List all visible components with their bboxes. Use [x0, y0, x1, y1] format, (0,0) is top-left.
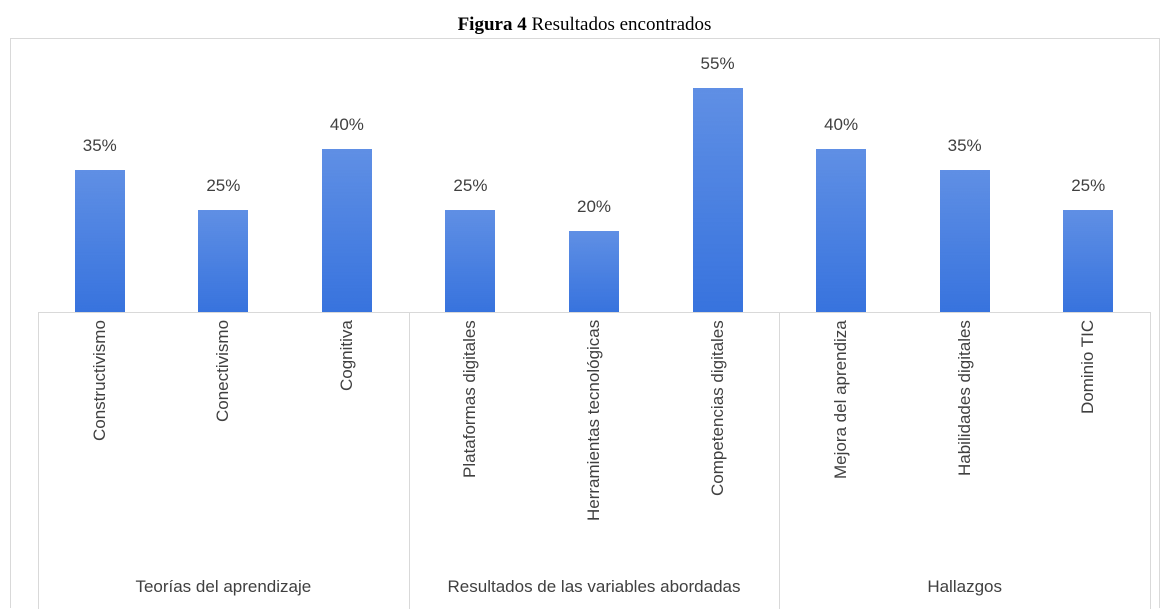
x-tick-label: Dominio TIC [1078, 320, 1098, 415]
data-label: 55% [700, 54, 735, 74]
data-label: 40% [824, 115, 859, 135]
bar [569, 230, 619, 312]
bar [198, 210, 249, 312]
bar [939, 169, 990, 312]
data-label: 20% [576, 196, 612, 216]
group-label: Hallazgos [927, 577, 1002, 596]
title-label: Figura 4 [457, 14, 527, 35]
bar [321, 149, 372, 312]
x-tick-label: Cognitiva [336, 320, 356, 391]
group-divider [779, 312, 781, 609]
bar [816, 149, 867, 312]
title-text: Resultados encontrados [531, 14, 712, 35]
axis-line [38, 312, 1150, 313]
group-label: Teorías del aprendizaje [135, 577, 312, 596]
data-label: 40% [329, 115, 364, 135]
data-label: 25% [206, 176, 241, 196]
data-label: 35% [82, 135, 117, 155]
x-tick-label: Plataformas digitales [460, 320, 480, 478]
x-tick-label: Herramientas tecnológicas [584, 320, 603, 522]
x-tick-label: Mejora del aprendiza [831, 320, 851, 479]
bar [74, 169, 125, 312]
chart-title: Figura 4 Resultados encontrados [0, 14, 1169, 36]
group-divider [408, 312, 410, 609]
data-label: 25% [1071, 176, 1106, 196]
data-label: 25% [453, 176, 488, 196]
x-tick-label: Habilidades digitales [954, 320, 974, 476]
x-tick-label: Conectivismo [213, 320, 233, 423]
x-tick-label: Competencias digitales [707, 320, 727, 496]
group-divider [1150, 312, 1151, 609]
bar [445, 210, 496, 312]
chart-frame [10, 38, 1160, 608]
group-divider [38, 312, 39, 609]
x-tick-label: Constructivismo [89, 320, 109, 441]
bar [692, 88, 743, 312]
bar [1063, 210, 1114, 312]
data-label: 35% [947, 135, 982, 155]
group-label: Resultados de las variables abordadas [447, 577, 741, 596]
